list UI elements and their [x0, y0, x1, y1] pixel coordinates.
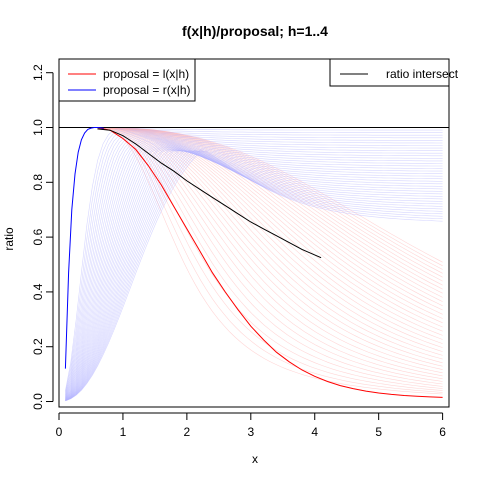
faint-blue-curve	[65, 129, 443, 394]
y-axis-label: ratio	[2, 227, 16, 251]
faint-red-curve	[97, 127, 443, 286]
faint-blue-curve	[65, 132, 443, 396]
data-series	[64, 127, 443, 398]
faint-blue-curve	[65, 150, 443, 401]
faint-red-curve	[97, 127, 443, 385]
faint-red-curve	[97, 127, 443, 377]
faint-red-curve	[97, 127, 443, 336]
faint-red-curve	[97, 127, 443, 328]
x-tick-label: 2	[184, 425, 191, 439]
faint-blue-curve	[65, 138, 443, 399]
faint-red-curve	[97, 127, 443, 360]
faint-blue-curve	[65, 150, 443, 401]
faint-blue-curve	[65, 135, 443, 398]
faint-red-curve	[97, 127, 443, 393]
legend-blue-label: proposal = r(x|h)	[103, 83, 191, 97]
legend-right-box	[329, 58, 450, 87]
faint-blue-curve	[65, 131, 443, 396]
faint-blue-curve	[65, 140, 443, 399]
faint-blue-curve	[65, 150, 443, 401]
legend-left: proposal = l(x|h) proposal = r(x|h)	[58, 58, 196, 102]
plot-frame	[58, 58, 450, 408]
faint-blue-curve	[65, 147, 443, 401]
faint-blue-curve	[65, 141, 443, 399]
faint-blue-curves	[65, 127, 443, 402]
faint-blue-curve	[65, 128, 443, 393]
faint-blue-curve	[65, 149, 443, 401]
y-tick-label: 0.4	[31, 283, 45, 300]
faint-red-curve	[97, 127, 443, 374]
faint-blue-curve	[65, 137, 443, 398]
faint-blue-curve	[65, 133, 443, 397]
faint-blue-curve	[65, 142, 443, 400]
faint-blue-curve	[65, 143, 443, 400]
faint-blue-curve	[65, 149, 443, 401]
x-tick-label: 5	[375, 425, 382, 439]
x-tick-label: 4	[311, 425, 318, 439]
blue-curve	[64, 127, 104, 369]
faint-red-curve	[97, 127, 443, 364]
y-tick-label: 1.2	[31, 64, 45, 81]
x-tick-label: 6	[439, 425, 446, 439]
y-tick-label: 0.2	[31, 338, 45, 355]
faint-blue-curve	[65, 148, 443, 401]
y-axis: 0.0 0.2 0.4 0.6 0.8 1.0 1.2	[31, 64, 54, 410]
legend-red-label: proposal = l(x|h)	[103, 67, 189, 81]
faint-blue-curve	[65, 139, 443, 399]
faint-blue-curve	[65, 150, 443, 401]
y-tick-label: 1.0	[31, 119, 45, 136]
red-curve	[97, 127, 443, 398]
legend-left-box	[58, 58, 196, 102]
faint-red-curve	[97, 127, 443, 380]
faint-blue-curve	[65, 150, 443, 402]
faint-blue-curve	[65, 150, 443, 401]
y-tick-label: 0.0	[31, 393, 45, 410]
intersect-curve	[97, 128, 322, 259]
faint-blue-curve	[65, 146, 443, 400]
faint-blue-curve	[65, 150, 443, 401]
y-tick-label: 0.6	[31, 228, 45, 245]
x-axis: 0 1 2 3 4 5 6	[56, 412, 446, 439]
faint-blue-curve	[65, 145, 443, 400]
legend-black-label: ratio intersect	[386, 67, 459, 81]
faint-red-curve	[97, 127, 443, 395]
chart-title: f(x|h)/proposal; h=1..4	[182, 23, 328, 39]
x-axis-label: x	[252, 452, 258, 466]
faint-blue-curve	[65, 148, 443, 401]
y-tick-label: 0.8	[31, 174, 45, 191]
faint-red-curve	[97, 127, 443, 274]
faint-blue-curve	[65, 144, 443, 400]
legend-right: ratio intersect	[329, 58, 459, 87]
x-tick-label: 1	[120, 425, 127, 439]
faint-red-curve	[97, 127, 443, 319]
faint-red-curve	[97, 127, 443, 387]
x-tick-label: 3	[247, 425, 254, 439]
faint-blue-curve	[65, 130, 443, 395]
faint-blue-curve	[65, 149, 443, 401]
faint-red-curve	[97, 127, 443, 370]
faint-blue-curve	[65, 150, 443, 401]
faint-blue-curve	[65, 145, 443, 400]
faint-blue-curve	[65, 134, 443, 397]
faint-red-curve	[97, 127, 443, 382]
x-tick-label: 0	[56, 425, 63, 439]
